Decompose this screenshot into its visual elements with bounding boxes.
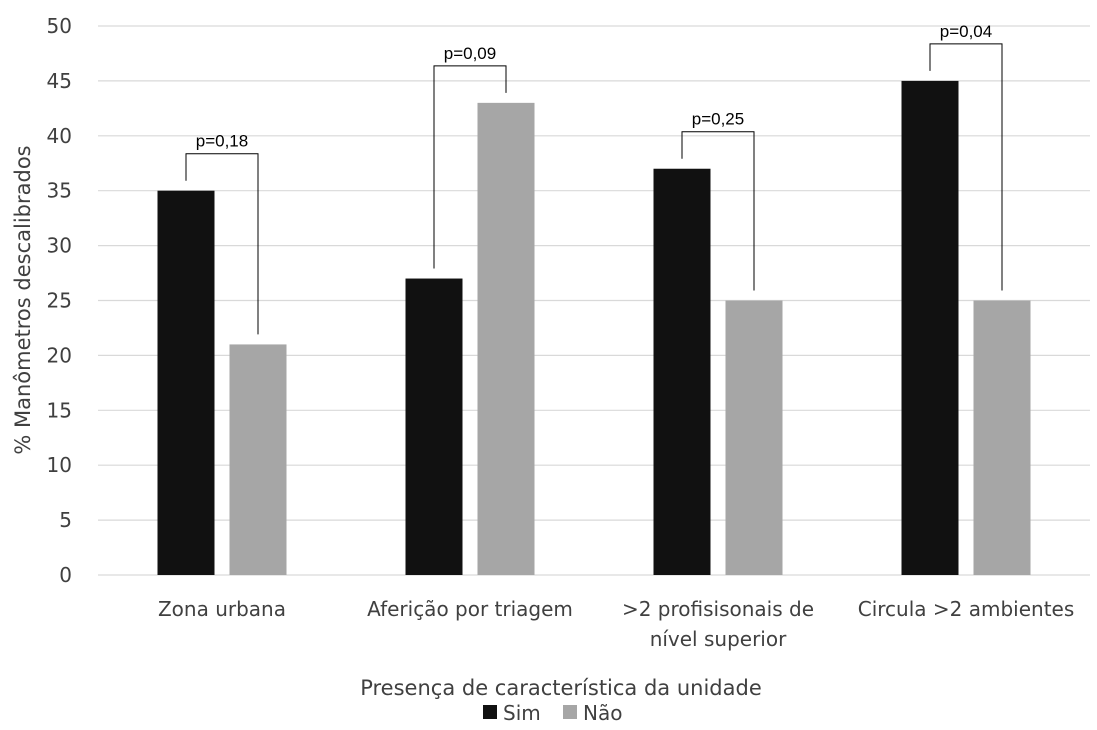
y-tick-label: 25 [47, 289, 72, 313]
y-axis-ticks: 0 5 10 15 20 25 30 35 40 45 50 [47, 14, 72, 587]
y-tick-label: 20 [47, 343, 72, 367]
x-axis-title: Presença de característica da unidade [360, 676, 762, 700]
bar-sim-2 [405, 278, 463, 575]
y-tick-label: 50 [47, 14, 72, 38]
bars [157, 80, 1031, 576]
significance-bracket [185, 153, 259, 335]
legend-swatch [483, 705, 497, 719]
significance-bracket [929, 43, 1003, 291]
x-category-label: Aferição por triagem [367, 597, 573, 621]
y-tick-label: 0 [59, 563, 72, 587]
p-value-label: p=0,18 [196, 132, 248, 151]
legend-swatch [563, 705, 577, 719]
p-value-label: p=0,25 [692, 110, 744, 129]
y-tick-label: 5 [59, 508, 72, 532]
bar-no-3 [725, 300, 783, 575]
y-tick-label: 10 [47, 453, 72, 477]
x-category-label: nível superior [650, 627, 787, 651]
bar-no-1 [229, 344, 287, 575]
y-tick-label: 15 [47, 398, 72, 422]
p-value-label: p=0,04 [940, 22, 992, 41]
y-axis-title: % Manômetros descalibrados [11, 145, 35, 454]
significance-bracket [433, 65, 507, 269]
y-tick-label: 40 [47, 124, 72, 148]
y-tick-label: 35 [47, 179, 72, 203]
x-axis-categories: Zona urbana Aferição por triagem >2 profis… [158, 597, 1074, 651]
bar-no-2 [477, 102, 535, 576]
x-category-label: Zona urbana [158, 597, 286, 621]
bar-sim-4 [901, 80, 959, 576]
significance-bracket [681, 131, 755, 291]
x-category-label: >2 profisisonais de [622, 597, 814, 621]
x-category-label: Circula >2 ambientes [858, 597, 1075, 621]
legend: Sim Não [483, 701, 622, 725]
legend-label: Não [583, 701, 622, 725]
legend-label: Sim [503, 701, 541, 725]
significance-brackets: p=0,18 p=0,09 p=0,25 p=0,04 [185, 22, 1003, 335]
bar-sim-3 [653, 168, 711, 576]
bar-no-4 [973, 300, 1031, 575]
bar-sim-1 [157, 190, 215, 575]
p-value-label: p=0,09 [444, 44, 496, 63]
y-tick-label: 45 [47, 69, 72, 93]
y-tick-label: 30 [47, 234, 72, 258]
